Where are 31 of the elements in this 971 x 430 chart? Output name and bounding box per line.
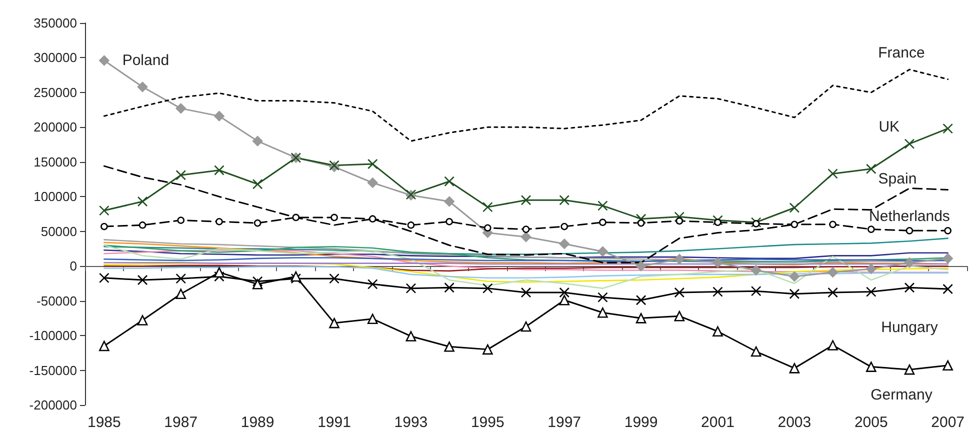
y-tick-label: -100000 <box>29 328 77 344</box>
x-tick-label: 1999 <box>624 414 658 430</box>
x-tick-label: 1997 <box>548 414 582 430</box>
x-tick-label: 1995 <box>470 414 504 430</box>
y-tick-label: 250000 <box>34 84 77 100</box>
series-label: UK <box>878 118 900 136</box>
series-label: France <box>878 44 925 62</box>
y-tick-label: 50000 <box>40 224 77 239</box>
x-tick-label: 2003 <box>778 414 812 430</box>
x-tick-label: 1993 <box>394 414 428 430</box>
series-label: Poland <box>122 52 170 70</box>
series-label: Hungary <box>881 318 938 336</box>
x-tick-label: 1985 <box>87 414 121 430</box>
x-tick-label: 1991 <box>318 414 351 430</box>
series-label: Netherlands <box>869 208 950 226</box>
x-tick-label: 2005 <box>854 414 888 430</box>
y-tick-label: 300000 <box>34 50 77 66</box>
y-tick-label: -150000 <box>29 362 77 378</box>
y-tick-label: -50000 <box>36 293 77 308</box>
y-tick-label: 150000 <box>34 154 77 170</box>
x-tick-label: 1989 <box>240 414 274 430</box>
series-label: Spain <box>878 170 917 188</box>
y-tick-label: 200000 <box>34 120 77 135</box>
x-tick-label: 2001 <box>701 414 734 430</box>
y-tick-label: -200000 <box>29 398 77 412</box>
y-tick-label: 350000 <box>34 16 77 30</box>
x-tick-label: 2007 <box>931 414 965 430</box>
y-tick-label: 100000 <box>34 189 77 204</box>
x-tick-label: 1987 <box>164 414 198 430</box>
y-tick-label: 0 <box>70 258 77 274</box>
series-label: Germany <box>870 386 933 404</box>
